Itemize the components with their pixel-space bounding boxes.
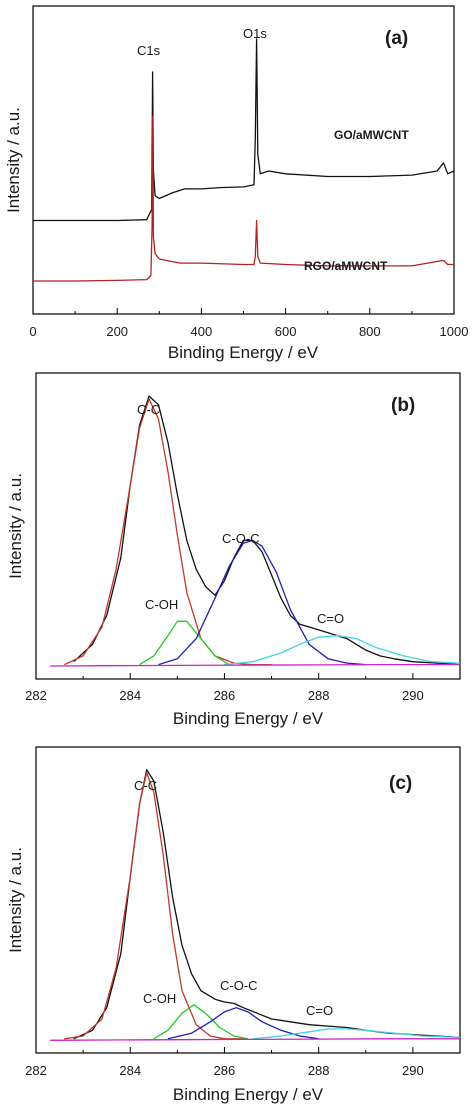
panel-c-letter: (c) xyxy=(389,773,412,794)
series-line-4 xyxy=(252,1028,461,1040)
x-tick-label: 600 xyxy=(275,324,297,339)
x-tick-label: 290 xyxy=(402,1063,424,1078)
panel-c-frame xyxy=(35,746,461,1054)
x-tick-label: 0 xyxy=(29,324,36,339)
panel-b-label-c-eq-o: C=O xyxy=(317,611,344,626)
panel-c-x-axis-title: Binding Energy / eV xyxy=(173,1085,324,1104)
series-label-rgo: RGO/aMWCNT xyxy=(304,259,388,273)
panel-b-x-axis-title: Binding Energy / eV xyxy=(173,709,324,728)
panel-c-y-axis-title: Intensity / a.u. xyxy=(6,847,25,953)
series-line-1 xyxy=(64,398,272,666)
panel-b-label-c-o-c: C-O-C xyxy=(222,531,260,546)
x-tick-label: 288 xyxy=(308,1063,330,1078)
series-line-3 xyxy=(158,539,366,666)
panel-b-c1s-spectrum-go: 282 284 286 288 290 (b) C-C C-OH C-O-C C=O B… xyxy=(6,372,461,728)
series-label-go: GO/aMWCNT xyxy=(334,128,409,142)
panel-b-letter: (b) xyxy=(391,395,415,416)
panel-a-letter: (a) xyxy=(385,28,408,49)
series-line-0 xyxy=(73,395,461,666)
x-tick-label: 1000 xyxy=(440,324,469,339)
panel-c-label-c-eq-o: C=O xyxy=(306,1003,333,1018)
panel-b-x-tick-labels: 282 284 286 288 290 xyxy=(25,688,424,703)
panel-a-x-axis-title: Binding Energy / eV xyxy=(168,343,319,362)
series-line-2 xyxy=(153,1004,249,1040)
panel-b-label-c-oh: C-OH xyxy=(145,597,178,612)
panel-c-label-c-o-c: C-O-C xyxy=(220,978,258,993)
panel-a-survey-spectrum: 0 200 400 600 800 1000 (a) C1s O1s GO/aMWCNT … xyxy=(4,5,468,362)
x-tick-label: 290 xyxy=(402,688,424,703)
x-tick-label: 282 xyxy=(25,688,47,703)
x-tick-label: 288 xyxy=(308,688,330,703)
panel-c-c1s-spectrum-rgo: 282 284 286 288 290 (c) C-C C-OH C-O-C C=O B… xyxy=(6,746,461,1104)
series-line-1 xyxy=(33,115,454,282)
series-line-0 xyxy=(73,769,461,1040)
panel-c-label-c-c: C-C xyxy=(134,778,157,793)
panel-a-x-ticks xyxy=(32,308,455,314)
x-tick-label: 286 xyxy=(214,688,236,703)
panel-a-x-tick-labels: 0 200 400 600 800 1000 xyxy=(29,324,468,339)
panel-c-curves xyxy=(50,769,461,1041)
peak-label-c1s: C1s xyxy=(137,43,161,58)
x-tick-label: 200 xyxy=(106,324,128,339)
panel-a-y-axis-title: Intensity / a.u. xyxy=(4,107,23,213)
panel-b-label-c-c: C-C xyxy=(137,402,160,417)
panel-c-x-tick-labels: 282 284 286 288 290 xyxy=(25,1063,424,1078)
panel-b-frame xyxy=(35,372,461,680)
series-label-go-text: GO/aMWCNT xyxy=(334,128,409,142)
series-line-5 xyxy=(50,663,460,667)
x-tick-label: 400 xyxy=(191,324,213,339)
panel-a-frame xyxy=(32,5,455,315)
x-tick-label: 286 xyxy=(214,1063,236,1078)
series-line-4 xyxy=(224,635,461,666)
peak-label-o1s: O1s xyxy=(243,26,267,41)
panel-c-label-c-oh: C-OH xyxy=(143,991,176,1006)
panel-b-x-ticks xyxy=(35,673,461,679)
series-label-rgo-text: RGO/aMWCNT xyxy=(304,259,388,273)
series-line-2 xyxy=(139,620,230,666)
x-tick-label: 284 xyxy=(119,1063,141,1078)
x-tick-label: 284 xyxy=(119,688,141,703)
x-tick-label: 800 xyxy=(359,324,381,339)
x-tick-label: 282 xyxy=(25,1063,47,1078)
panel-a-curves xyxy=(33,38,455,282)
series-line-1 xyxy=(64,771,248,1040)
series-line-5 xyxy=(50,1038,460,1041)
panel-c-x-ticks xyxy=(35,1047,461,1053)
panel-b-curves xyxy=(50,395,461,667)
panel-b-y-axis-title: Intensity / a.u. xyxy=(6,473,25,579)
series-line-3 xyxy=(167,1007,319,1040)
